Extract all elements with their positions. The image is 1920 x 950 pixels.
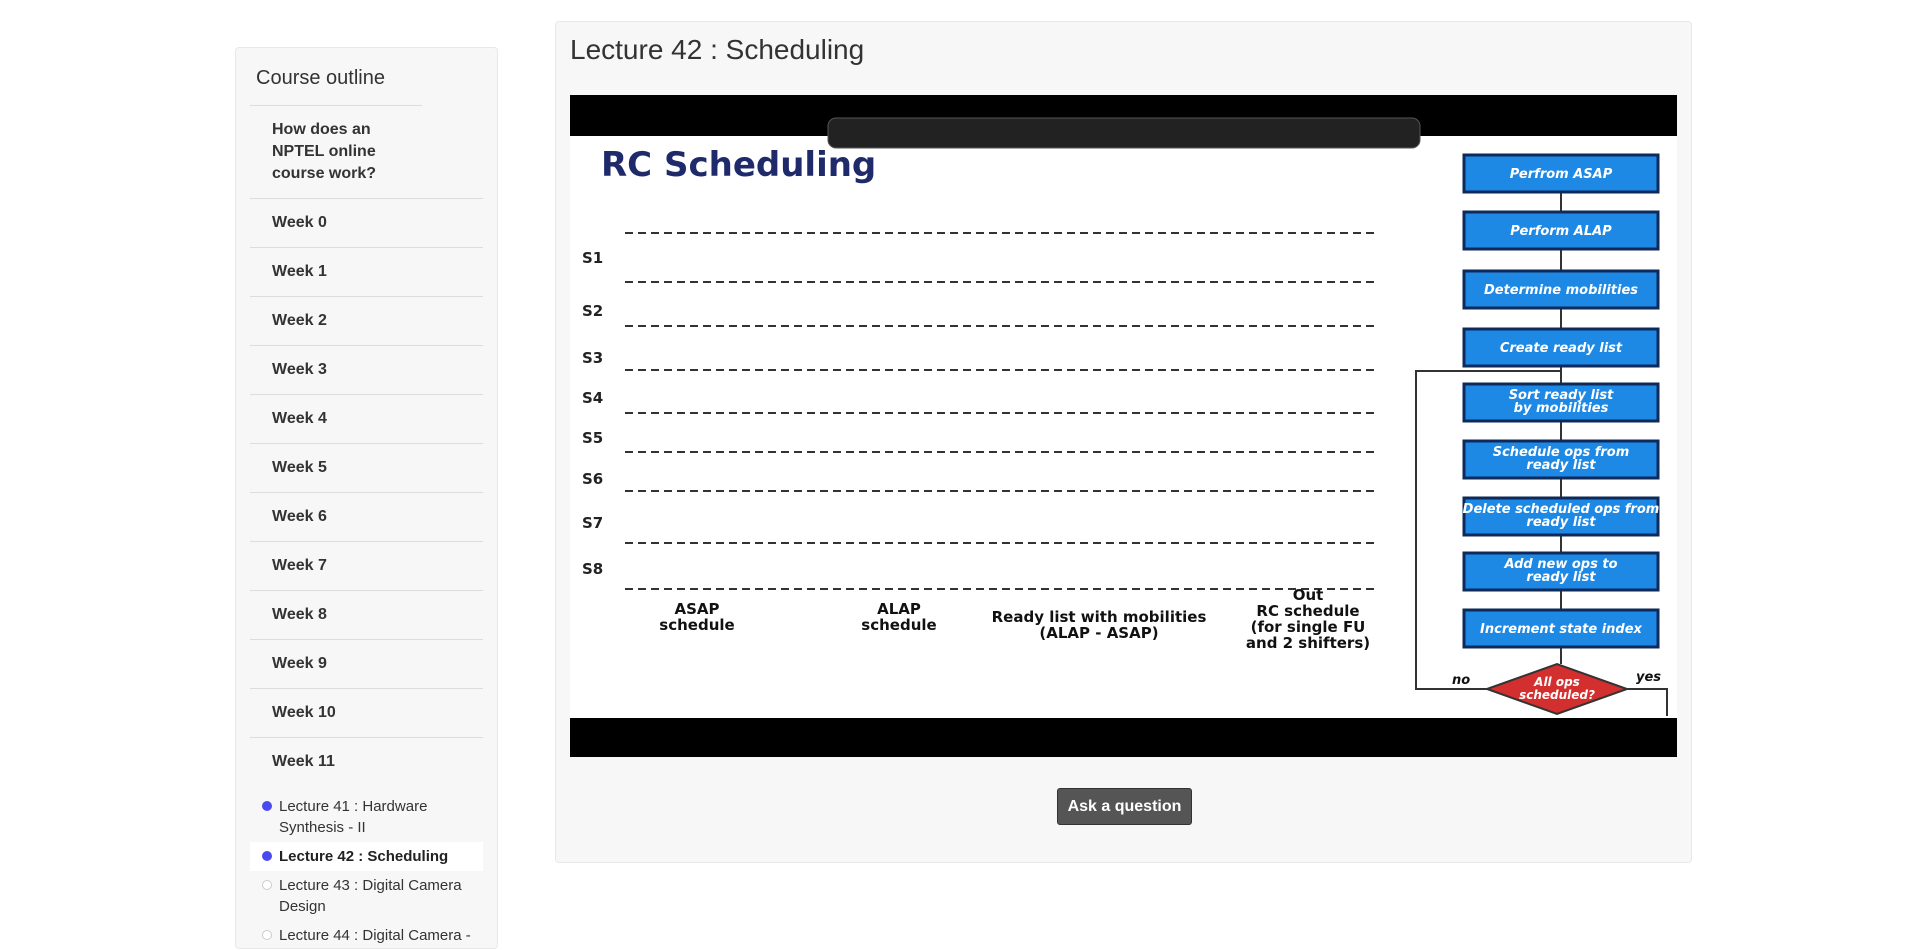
flow-step	[1462, 382, 1660, 423]
lecture-link[interactable]: Lecture 44 : Digital Camera -	[250, 921, 483, 950]
outline-item[interactable]: Week 5	[250, 443, 483, 492]
status-dot	[262, 801, 272, 811]
status-dot	[262, 851, 272, 861]
status-dot	[262, 930, 272, 940]
slide-title: RC Scheduling	[601, 145, 876, 185]
lecture-link[interactable]: Lecture 42 : Scheduling	[250, 842, 483, 871]
schedule-caption: (ALAP - ASAP)	[1039, 624, 1158, 642]
status-dot	[262, 880, 272, 890]
slide: RC SchedulingS1S2S3S4S5S6S7S8ASAPschedul…	[570, 117, 1677, 718]
stage-label: S1	[582, 249, 603, 267]
flow-step	[1462, 210, 1660, 251]
flow-step	[1462, 551, 1660, 592]
flow-step-label: Schedule ops from ready list	[1493, 445, 1630, 473]
outline-item[interactable]: Week 4	[250, 394, 483, 443]
flow-step	[1462, 153, 1660, 194]
ask-question-button[interactable]: Ask a question	[1057, 788, 1192, 825]
loop-line	[1415, 370, 1561, 690]
schedule-caption: Out	[1293, 586, 1324, 604]
flow-step-label: Determine mobilities	[1484, 283, 1638, 298]
outline-item[interactable]: Week 6	[250, 492, 483, 541]
schedule-caption: Ready list with mobilities	[992, 608, 1207, 626]
lecture-label: Lecture 42 : Scheduling	[279, 848, 449, 865]
flow-step	[1462, 496, 1660, 537]
stage-label: S3	[582, 349, 603, 367]
lecture-label: Lecture 44 : Digital Camera -	[279, 927, 471, 944]
outline-item[interactable]: Week 2	[250, 296, 483, 345]
decision-label: All ops scheduled?	[1519, 675, 1595, 702]
schedule-caption: ALAP	[877, 600, 921, 618]
page: Course outline How does an NPTEL online …	[235, 21, 1692, 949]
schedule-caption: and 2 shifters)	[1246, 634, 1370, 652]
schedule-caption: (for single FU	[1251, 618, 1366, 636]
outline-item[interactable]: Week 1	[250, 247, 483, 296]
flow-step-label: Delete scheduled ops from ready list	[1463, 502, 1660, 530]
flow-step-label: Sort ready list by mobilities	[1509, 388, 1614, 416]
decision-yes: yes	[1636, 670, 1661, 685]
flow-step-label: Create ready list	[1500, 341, 1623, 356]
decision	[1484, 662, 1630, 716]
stage-label: S4	[582, 389, 603, 407]
schedule-caption: ASAP	[674, 600, 719, 618]
lecture-label: Lecture 41 : Hardware Synthesis - II	[279, 798, 428, 836]
outline-item[interactable]: Week 10	[250, 688, 483, 737]
lecture-link[interactable]: Lecture 43 : Digital Camera Design	[250, 871, 483, 921]
video-player[interactable]: RC Scheduling S1 S2 S3 S4 S5 S6 S7 S8 ASAP schedul…	[570, 95, 1677, 757]
stage-label: S7	[582, 514, 603, 532]
flow-step	[1462, 608, 1660, 649]
stage-label: S2	[582, 302, 603, 320]
flow-step	[1462, 439, 1660, 480]
outline-item[interactable]: Week 9	[250, 639, 483, 688]
outline-item[interactable]: How does an NPTEL online course work?	[250, 105, 422, 198]
lecture-label: Lecture 43 : Digital Camera Design	[279, 877, 462, 915]
outline-item[interactable]: Week 0	[250, 198, 483, 247]
outline-item[interactable]: Week 7	[250, 541, 483, 590]
flow-step-label: Perform ALAP	[1510, 224, 1612, 239]
lecture-link[interactable]: Lecture 41 : Hardware Synthesis - II	[250, 792, 483, 842]
decision-no: no	[1452, 673, 1470, 688]
flow-step-label: Perfrom ASAP	[1510, 167, 1613, 182]
outline-item[interactable]: Week 11	[250, 737, 483, 786]
outline-item[interactable]: Week 8	[250, 590, 483, 639]
lecture-panel: Lecture 42 : Scheduling RC Scheduling S1 S…	[555, 21, 1692, 863]
flow-step-label: Increment state index	[1480, 622, 1642, 637]
schedule-caption: schedule	[861, 616, 936, 634]
exit-line	[1627, 688, 1668, 716]
course-outline: Course outline How does an NPTEL online …	[235, 47, 498, 949]
stage-label: S8	[582, 560, 603, 578]
flow-step	[1462, 327, 1660, 368]
schedule-caption: RC schedule	[1256, 602, 1359, 620]
outline-list: How does an NPTEL online course work? Wee…	[236, 105, 497, 950]
schedule-caption: schedule	[659, 616, 734, 634]
stage-label: S6	[582, 470, 603, 488]
flow-step	[1462, 269, 1660, 310]
outline-title: Course outline	[256, 67, 385, 89]
stage-label: S5	[582, 429, 603, 447]
lecture-title: Lecture 42 : Scheduling	[570, 34, 865, 65]
flow-step-label: Add new ops to ready list	[1503, 557, 1617, 585]
outline-item[interactable]: Week 3	[250, 345, 483, 394]
